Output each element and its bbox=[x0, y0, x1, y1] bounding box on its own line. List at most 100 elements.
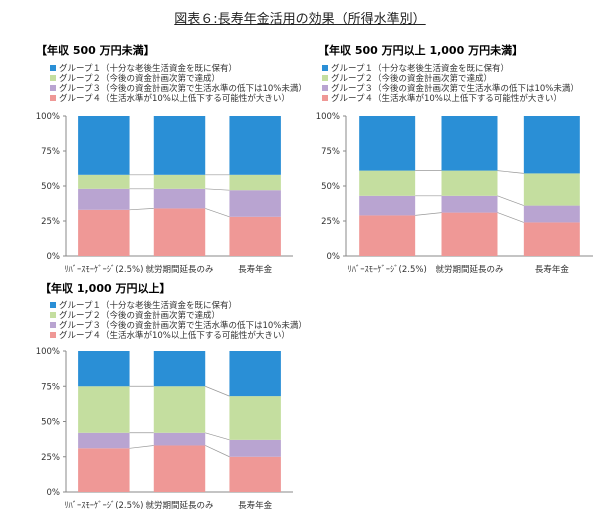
legend-swatch-group4 bbox=[50, 332, 56, 338]
series-connector-line bbox=[497, 212, 524, 223]
legend-swatch-group3 bbox=[322, 85, 328, 91]
legend-label-group1: グループ１（十分な老後生活資金を既に保有） bbox=[331, 63, 509, 74]
bar-segment-group1 bbox=[523, 116, 580, 174]
legend-label-group4: グループ４（生活水準が10%以上低下する可能性が大きい） bbox=[59, 330, 290, 341]
bar-segment-group1 bbox=[78, 351, 130, 387]
bar-segment-group2 bbox=[78, 174, 130, 189]
x-category-label: 就労期間延長のみ bbox=[435, 264, 504, 275]
legend-swatch-group1 bbox=[50, 302, 56, 308]
y-tick-label: 75% bbox=[41, 147, 60, 157]
bar-segment-group2 bbox=[441, 170, 498, 196]
legend-label-group1: グループ１（十分な老後生活資金を既に保有） bbox=[59, 63, 237, 74]
bar-segment-group1 bbox=[441, 116, 498, 171]
x-category-label: 就労期間延長のみ bbox=[145, 264, 214, 275]
bar-segment-group4 bbox=[78, 209, 130, 256]
series-connector-line bbox=[205, 208, 230, 218]
legend-label-group2: グループ２（今後の資金計画次第で達成） bbox=[59, 73, 220, 84]
chart-income-500-1000: 【年収 500 万円以上 1,000 万円未満】グループ１（十分な老後生活資金を… bbox=[316, 43, 593, 275]
x-category-label: 長寿年金 bbox=[238, 264, 273, 275]
x-category-label: 長寿年金 bbox=[535, 264, 570, 275]
series-connector-line bbox=[205, 432, 230, 441]
bar-segment-group2 bbox=[153, 174, 206, 189]
legend-swatch-group1 bbox=[50, 65, 56, 71]
legend-swatch-group3 bbox=[50, 322, 56, 328]
y-tick-label: 25% bbox=[41, 217, 60, 227]
chart-title: 【年収 500 万円以上 1,000 万円未満】 bbox=[318, 43, 523, 57]
y-tick-label: 0% bbox=[327, 252, 341, 262]
chart-income-over-1000: 【年収 1,000 万円以上】グループ１（十分な老後生活資金を既に保有）グループ… bbox=[36, 281, 307, 511]
bar-segment-group3 bbox=[153, 188, 206, 209]
bar-segment-group4 bbox=[229, 456, 281, 492]
bar-segment-group3 bbox=[78, 432, 130, 449]
bar-segment-group3 bbox=[359, 195, 416, 216]
legend-swatch-group2 bbox=[50, 312, 56, 318]
legend-label-group4: グループ４（生活水準が10%以上低下する可能性が大きい） bbox=[331, 93, 562, 104]
bar-segment-group4 bbox=[523, 222, 580, 256]
legend-label-group1: グループ１（十分な老後生活資金を既に保有） bbox=[59, 300, 237, 311]
series-connector-line bbox=[205, 188, 230, 191]
series-connector-line bbox=[415, 212, 442, 216]
series-connector-line bbox=[497, 195, 524, 206]
y-tick-label: 50% bbox=[41, 418, 60, 428]
legend-label-group3: グループ３（今後の資金計画次第で生活水準の低下は10%未満） bbox=[331, 83, 579, 94]
y-tick-label: 100% bbox=[36, 347, 60, 357]
bar-segment-group1 bbox=[359, 116, 416, 171]
legend-swatch-group1 bbox=[322, 65, 328, 71]
legend-swatch-group4 bbox=[322, 95, 328, 101]
legend-label-group2: グループ２（今後の資金計画次第で達成） bbox=[331, 73, 492, 84]
bar-segment-group3 bbox=[441, 195, 498, 213]
legend-label-group3: グループ３（今後の資金計画次第で生活水準の低下は10%未満） bbox=[59, 83, 307, 94]
y-tick-label: 75% bbox=[41, 382, 60, 392]
bar-segment-group3 bbox=[229, 439, 281, 457]
legend-swatch-group2 bbox=[50, 75, 56, 81]
bar-segment-group1 bbox=[229, 351, 281, 397]
legend-swatch-group3 bbox=[50, 85, 56, 91]
bar-segment-group3 bbox=[229, 190, 281, 217]
chart-income-under-500: 【年収 500 万円未満】グループ１（十分な老後生活資金を既に保有）グループ２（… bbox=[36, 43, 307, 275]
bar-segment-group2 bbox=[523, 173, 580, 206]
series-connector-line bbox=[205, 385, 230, 397]
bar-segment-group1 bbox=[153, 351, 206, 387]
bar-segment-group4 bbox=[78, 448, 130, 492]
bar-segment-group4 bbox=[153, 445, 206, 492]
bar-segment-group2 bbox=[229, 396, 281, 440]
x-category-label: 長寿年金 bbox=[238, 500, 273, 511]
bar-segment-group3 bbox=[523, 205, 580, 223]
bar-segment-group3 bbox=[153, 432, 206, 446]
x-category-label: ﾘﾊﾞｰｽﾓｰｹﾞｰｼﾞ(2.5%) bbox=[64, 501, 143, 511]
y-tick-label: 25% bbox=[41, 453, 60, 463]
y-tick-label: 0% bbox=[47, 252, 61, 262]
bar-segment-group2 bbox=[78, 386, 130, 433]
legend-swatch-group2 bbox=[322, 75, 328, 81]
legend-label-group2: グループ２（今後の資金計画次第で達成） bbox=[59, 310, 220, 321]
bar-segment-group4 bbox=[441, 212, 498, 256]
y-tick-label: 50% bbox=[41, 182, 60, 192]
bar-segment-group4 bbox=[153, 208, 206, 256]
bar-segment-group3 bbox=[78, 188, 130, 210]
bar-segment-group1 bbox=[229, 116, 281, 175]
x-category-label: ﾘﾊﾞｰｽﾓｰｹﾞｰｼﾞ(2.5%) bbox=[348, 265, 427, 275]
x-category-label: ﾘﾊﾞｰｽﾓｰｹﾞｰｼﾞ(2.5%) bbox=[64, 265, 143, 275]
bar-segment-group2 bbox=[229, 174, 281, 191]
chart-title: 【年収 1,000 万円以上】 bbox=[40, 281, 170, 295]
chart-title: 【年収 500 万円未満】 bbox=[36, 43, 155, 57]
legend-swatch-group4 bbox=[50, 95, 56, 101]
series-connector-line bbox=[129, 445, 154, 449]
bar-segment-group1 bbox=[153, 116, 206, 175]
bar-segment-group1 bbox=[78, 116, 130, 175]
legend-label-group3: グループ３（今後の資金計画次第で生活水準の低下は10%未満） bbox=[59, 320, 307, 331]
bar-segment-group2 bbox=[153, 386, 206, 433]
y-tick-label: 25% bbox=[321, 217, 340, 227]
y-tick-label: 75% bbox=[321, 147, 340, 157]
series-connector-line bbox=[497, 170, 524, 174]
bar-segment-group4 bbox=[229, 216, 281, 256]
series-connector-line bbox=[205, 445, 230, 458]
bar-segment-group4 bbox=[359, 215, 416, 256]
y-tick-label: 0% bbox=[47, 488, 61, 498]
y-tick-label: 50% bbox=[321, 182, 340, 192]
figure-title: 図表６:長寿年金活用の効果（所得水準別） bbox=[174, 12, 426, 27]
y-tick-label: 100% bbox=[36, 112, 60, 122]
bar-segment-group2 bbox=[359, 170, 416, 196]
x-category-label: 就労期間延長のみ bbox=[145, 500, 214, 511]
legend-label-group4: グループ４（生活水準が10%以上低下する可能性が大きい） bbox=[59, 93, 290, 104]
